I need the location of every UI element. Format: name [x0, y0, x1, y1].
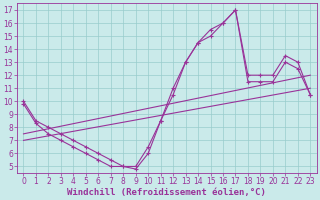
X-axis label: Windchill (Refroidissement éolien,°C): Windchill (Refroidissement éolien,°C): [68, 188, 266, 197]
